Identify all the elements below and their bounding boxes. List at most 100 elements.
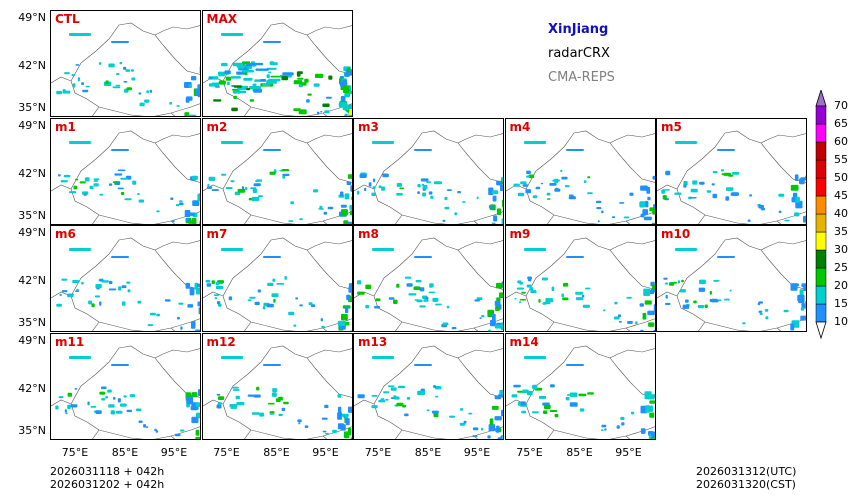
echo-patch (468, 412, 473, 414)
echo-patch (312, 188, 318, 192)
echo-patch (84, 176, 90, 181)
border-line (322, 220, 327, 224)
echo-patch (232, 95, 237, 99)
echo-patch (375, 298, 381, 302)
border-line (170, 435, 176, 439)
echo-patch (349, 209, 352, 215)
echo-patch (346, 67, 350, 73)
echo-patch (491, 189, 499, 194)
echo-patch (117, 397, 121, 402)
echo-patch (643, 216, 652, 220)
echo-patch (664, 282, 669, 285)
echo-patch (721, 172, 725, 175)
echo-patch (442, 219, 446, 222)
echo-patch (216, 393, 220, 396)
colorbar-segment (815, 177, 827, 197)
echo-patch (423, 184, 428, 189)
echo-patch (111, 148, 129, 151)
echo-patch (586, 391, 594, 395)
echo-patch (532, 194, 537, 198)
echo-patch (340, 313, 348, 321)
echo-patch (600, 424, 606, 427)
echo-patch (800, 307, 805, 311)
echo-patch (298, 109, 307, 115)
border-line (70, 188, 200, 224)
echo-patch (254, 301, 260, 306)
echo-patch (324, 432, 329, 434)
echo-patch (164, 299, 171, 302)
echo-patch (321, 417, 328, 420)
echo-patch (476, 196, 479, 199)
echo-patch (697, 305, 705, 309)
echo-patch (270, 75, 281, 78)
panel-label: m8 (358, 227, 379, 241)
echo-patch (232, 388, 240, 391)
border-line (70, 237, 200, 297)
echo-patch (69, 33, 91, 36)
echo-patch (435, 395, 439, 397)
echo-patch (502, 199, 503, 207)
lon-tick-label: 95°E (160, 446, 188, 459)
echo-patch (517, 192, 524, 196)
border-line (154, 132, 200, 143)
echo-patch (639, 303, 644, 307)
echo-patch (717, 256, 735, 258)
panel-label: m14 (509, 334, 539, 349)
echo-patch (683, 183, 687, 188)
echo-patch (646, 196, 651, 200)
echo-patch (459, 422, 466, 426)
echo-patch (342, 104, 349, 111)
echo-patch (179, 199, 183, 202)
lat-tick-label: 49°N (18, 11, 46, 24)
echo-patch (611, 215, 615, 218)
echo-patch (225, 76, 231, 81)
echo-patch (99, 193, 104, 196)
echo-patch (296, 77, 303, 80)
echo-patch (246, 66, 252, 69)
echo-patch (112, 396, 116, 400)
echo-patch (287, 219, 293, 222)
panel-label: m3 (358, 119, 379, 134)
echo-patch (321, 103, 330, 107)
echo-patch (526, 284, 532, 288)
echo-patch (385, 398, 389, 401)
valid-time-utc: 2026031312(UTC) (696, 465, 797, 478)
colorbar-tick-label: 30 (834, 243, 848, 256)
echo-patch (549, 409, 557, 412)
echo-patch (795, 200, 803, 208)
border-line (354, 184, 375, 191)
echo-patch (574, 291, 583, 295)
echo-patch (271, 278, 275, 282)
echo-patch (365, 304, 369, 309)
echo-patch (603, 427, 607, 431)
echo-patch (641, 208, 648, 215)
echo-patch (117, 169, 126, 171)
echo-patch (90, 405, 97, 408)
echo-patch (211, 280, 215, 285)
echo-patch (284, 276, 287, 280)
echo-patch (513, 297, 516, 300)
lat-tick-label: 49°N (18, 226, 46, 239)
echo-patch (232, 62, 243, 67)
echo-patch (81, 281, 84, 285)
echo-patch (230, 76, 241, 79)
echo-patch (192, 199, 200, 206)
border-line (625, 435, 630, 439)
echo-patch (220, 62, 228, 67)
echo-patch (192, 175, 198, 180)
border-line (243, 214, 251, 224)
echo-patch (344, 192, 349, 199)
echo-patch (519, 281, 523, 285)
lon-tick-label: 85°E (111, 446, 139, 459)
echo-patch (69, 355, 91, 359)
echo-patch (116, 73, 120, 76)
echo-patch (217, 401, 222, 405)
echo-patch (804, 223, 806, 224)
echo-patch (320, 325, 325, 329)
echo-patch (296, 71, 300, 77)
echo-patch (348, 204, 352, 210)
echo-patch (546, 192, 550, 195)
echo-patch (417, 390, 425, 395)
echo-patch (269, 171, 276, 175)
echo-patch (257, 289, 261, 293)
